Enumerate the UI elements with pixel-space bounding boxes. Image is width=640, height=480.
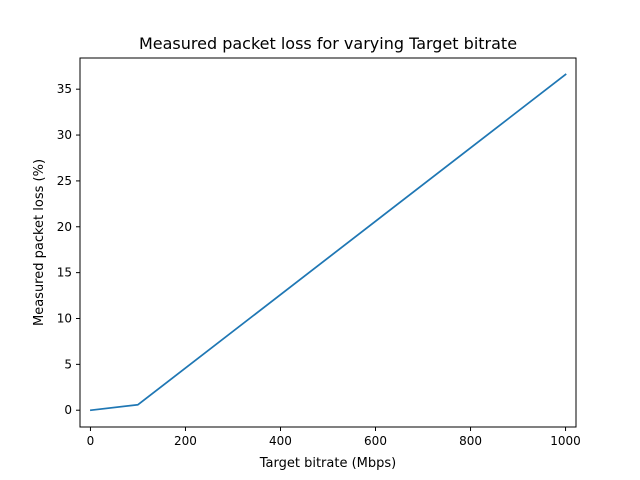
- axis-ticks: 0 200 400 600 800 1000 0 5 10 15 20 25 30 35: [57, 82, 581, 448]
- series-line-0: [89, 73, 567, 412]
- x-tick-label: 200: [174, 434, 197, 448]
- chart-title: Measured packet loss for varying Target …: [139, 34, 517, 53]
- y-tick-label: 30: [57, 128, 72, 142]
- y-tick-label: 15: [57, 266, 72, 280]
- x-tick-label: 0: [87, 434, 95, 448]
- y-tick-label: 5: [64, 357, 72, 371]
- y-tick-label: 35: [57, 82, 72, 96]
- axes-frame: [79, 57, 577, 428]
- x-tick-label: 800: [459, 434, 482, 448]
- x-tick-label: 600: [364, 434, 387, 448]
- y-tick-label: 0: [64, 403, 72, 417]
- x-tick-label: 1000: [550, 434, 581, 448]
- y-tick-label: 25: [57, 174, 72, 188]
- x-tick-label: 400: [269, 434, 292, 448]
- y-tick-label: 10: [57, 311, 72, 325]
- y-axis-label: Measured packet loss (%): [32, 159, 47, 326]
- x-axis-label: Target bitrate (Mbps): [259, 456, 397, 471]
- plot-area: [89, 73, 567, 412]
- y-tick-label: 20: [57, 220, 72, 234]
